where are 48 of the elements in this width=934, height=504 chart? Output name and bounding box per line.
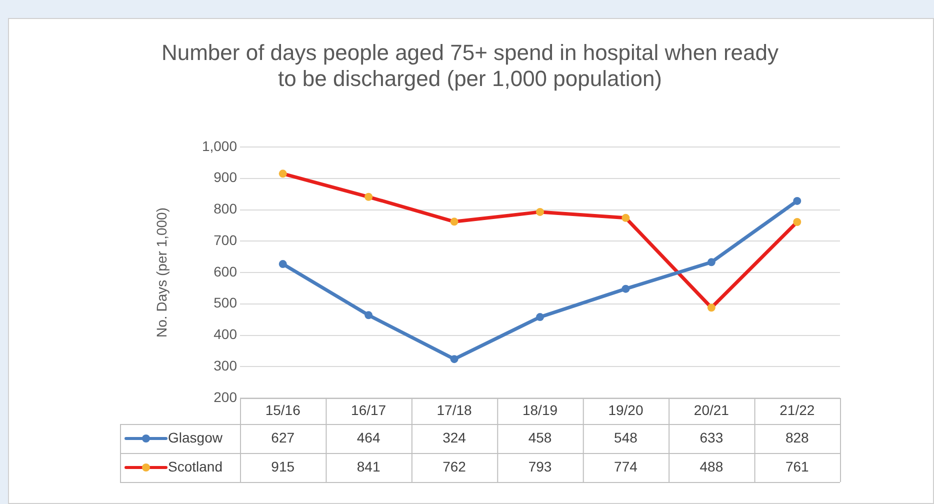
- x-tick-label: 18/19: [522, 402, 558, 418]
- point: [278, 260, 287, 268]
- y-tick-label: 900: [214, 169, 238, 186]
- data-label: 762: [442, 458, 466, 474]
- point: [707, 304, 716, 312]
- y-tick-label: 400: [214, 326, 238, 342]
- point: [450, 218, 458, 226]
- point: [450, 355, 458, 364]
- data-label: 774: [614, 458, 638, 474]
- y-tick-label: 1,000: [202, 138, 238, 154]
- data-label: 841: [356, 458, 380, 474]
- data-label: 488: [700, 458, 724, 474]
- y-tick-label: 600: [214, 263, 238, 280]
- point: [622, 284, 630, 293]
- data-label: 828: [785, 429, 810, 446]
- x-tick-label: 16/17: [351, 402, 386, 418]
- x-tick-label: 17/18: [436, 402, 472, 418]
- x-tick-label: 20/21: [694, 402, 730, 418]
- point: [793, 218, 802, 226]
- y-tick-label: 800: [214, 200, 238, 217]
- point: [364, 192, 373, 201]
- point: [707, 258, 716, 266]
- legend-label: Scotland: [168, 458, 222, 474]
- data-label: 633: [700, 429, 724, 446]
- y-tick-label: 700: [214, 232, 238, 248]
- point: [536, 208, 544, 216]
- y-tick-label: 300: [214, 357, 238, 374]
- x-tick-label: 21/22: [780, 402, 815, 418]
- data-label: 548: [614, 429, 638, 446]
- data-label: 464: [356, 429, 380, 446]
- y-tick-label: 200: [214, 388, 238, 405]
- x-tick-label: 15/16: [265, 402, 301, 418]
- point: [536, 313, 544, 322]
- point: [278, 170, 287, 178]
- y-tick-label: 500: [214, 294, 238, 311]
- x-tick-label: 19/20: [608, 402, 644, 418]
- point: [364, 311, 373, 320]
- point: [622, 214, 630, 222]
- data-label: 761: [785, 458, 810, 474]
- data-label: 458: [528, 429, 552, 446]
- data-label: 324: [442, 429, 466, 446]
- chart-title: Number of days people aged 75+ spend in hospital when ready to be discharged (per 1,000 population): [160, 40, 780, 92]
- data-label: 627: [271, 429, 295, 446]
- data-label: 915: [271, 458, 295, 474]
- legend-label: Glasgow: [168, 429, 224, 446]
- point: [793, 196, 802, 205]
- y-axis-title: No. Days (per 1,000): [153, 208, 170, 338]
- data-label: 793: [528, 458, 552, 474]
